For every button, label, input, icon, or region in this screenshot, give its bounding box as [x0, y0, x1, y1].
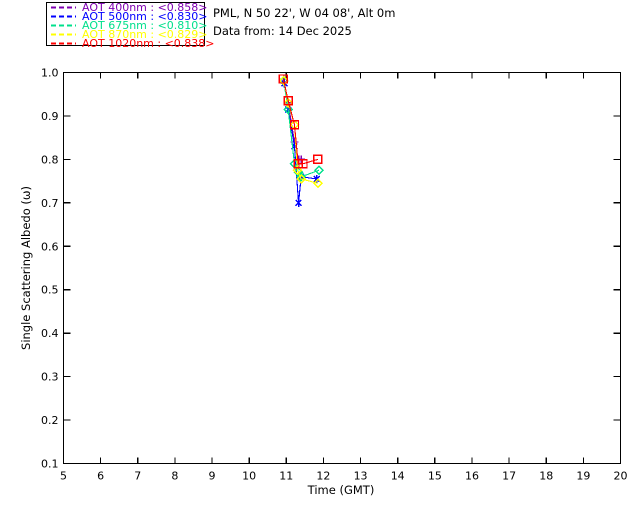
x-tick-label: 18	[539, 470, 553, 483]
x-tick-label: 13	[354, 470, 368, 483]
x-tick-label: 11	[279, 470, 293, 483]
y-tick-label: 0.1	[41, 458, 59, 471]
y-tick-label: 0.2	[41, 414, 59, 427]
y-tick-label: 0.8	[41, 153, 59, 166]
x-tick-label: 8	[171, 470, 178, 483]
x-tick-label: 16	[465, 470, 479, 483]
plot-frame	[62, 71, 622, 465]
x-tick-label: 17	[502, 470, 516, 483]
station-title: PML, N 50 22', W 04 08', Alt 0m	[213, 6, 395, 20]
y-tick-label: 0.5	[41, 284, 59, 297]
x-tick-label: 12	[316, 470, 330, 483]
legend-box	[45, 1, 206, 47]
y-axis-ticks: 0.1 0.2 0.3 0.4 0.5 0.6 0.7 0.8 0.9 1.0	[41, 67, 621, 471]
legend[interactable]: AOT 400nm : <0.858>AOT 500nm : <0.830>AO…	[51, 1, 215, 50]
legend-item-label: AOT 1020nm : <0.838>	[82, 37, 215, 50]
legend-item-label: AOT 870nm : <0.829>	[82, 28, 208, 41]
x-tick-label: 6	[97, 470, 104, 483]
data-series-aot-1020nm	[278, 74, 323, 169]
legend-item-label: AOT 500nm : <0.830>	[82, 10, 208, 23]
legend-item-400nm[interactable]: AOT 400nm : <0.858>	[51, 1, 208, 14]
x-tick-label: 20	[614, 470, 628, 483]
legend-item-675nm[interactable]: AOT 675nm : <0.810>	[51, 19, 208, 32]
x-axis-ticks: 5 6 7 8 9 10 11 12 13 14 15 16 17 18 19 20	[60, 72, 628, 483]
x-tick-label: 19	[576, 470, 590, 483]
y-tick-label: 0.9	[41, 110, 59, 123]
data-series-group	[278, 74, 324, 207]
x-tick-label: 7	[134, 470, 141, 483]
y-tick-label: 0.4	[41, 327, 59, 340]
y-tick-label: 0.7	[41, 197, 59, 210]
legend-item-500nm[interactable]: AOT 500nm : <0.830>	[51, 10, 208, 23]
legend-item-870nm[interactable]: AOT 870nm : <0.829>	[51, 28, 208, 41]
y-tick-label: 0.3	[41, 371, 59, 384]
x-axis-label: Time (GMT)	[307, 483, 375, 497]
y-axis-label: Single Scattering Albedo (ω)	[19, 186, 33, 350]
y-tick-label: 1.0	[41, 67, 59, 80]
x-tick-label: 15	[428, 470, 442, 483]
x-tick-label: 9	[209, 470, 216, 483]
legend-item-label: AOT 675nm : <0.810>	[82, 19, 208, 32]
legend-item-1020nm[interactable]: AOT 1020nm : <0.838>	[51, 37, 215, 50]
x-tick-label: 5	[60, 470, 67, 483]
legend-item-label: AOT 400nm : <0.858>	[82, 1, 208, 14]
date-subtitle: Data from: 14 Dec 2025	[213, 24, 352, 38]
y-tick-label: 0.6	[41, 240, 59, 253]
x-tick-label: 10	[242, 470, 256, 483]
x-tick-label: 14	[391, 470, 405, 483]
